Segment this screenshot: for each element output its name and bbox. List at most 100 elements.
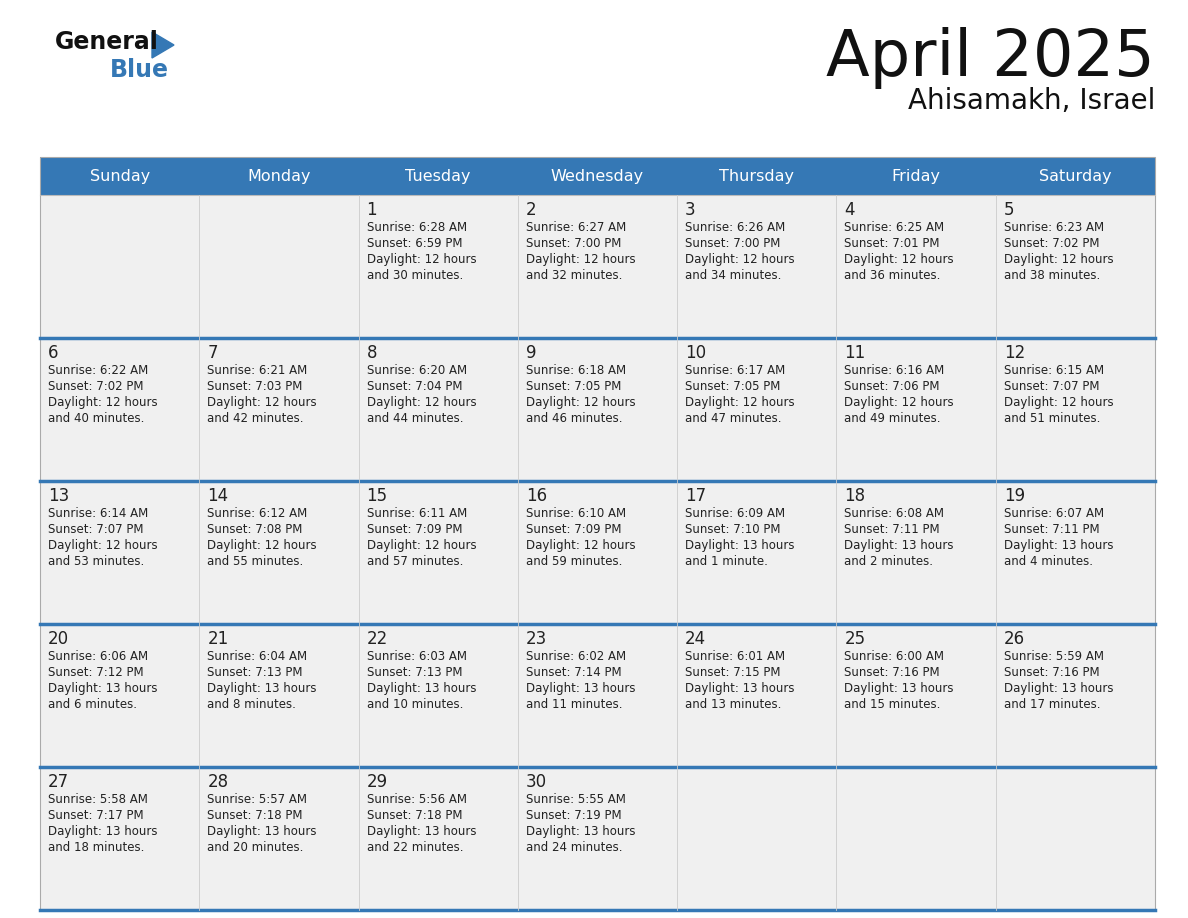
Text: Sunset: 7:10 PM: Sunset: 7:10 PM (685, 523, 781, 536)
Text: Sunset: 7:13 PM: Sunset: 7:13 PM (367, 666, 462, 679)
Text: Daylight: 12 hours: Daylight: 12 hours (1004, 253, 1113, 266)
Text: and 1 minute.: and 1 minute. (685, 555, 767, 568)
Text: Sunset: 7:18 PM: Sunset: 7:18 PM (207, 809, 303, 822)
Text: and 49 minutes.: and 49 minutes. (845, 412, 941, 425)
Bar (359, 195, 518, 338)
Text: Daylight: 12 hours: Daylight: 12 hours (207, 396, 317, 409)
Bar (677, 624, 836, 767)
Text: Sunset: 7:19 PM: Sunset: 7:19 PM (526, 809, 621, 822)
Bar (40, 157, 200, 195)
Text: 12: 12 (1004, 344, 1025, 362)
Bar (40, 767, 200, 910)
Text: Sunset: 7:00 PM: Sunset: 7:00 PM (526, 237, 621, 250)
Text: Sunrise: 6:12 AM: Sunrise: 6:12 AM (207, 507, 308, 520)
Text: 25: 25 (845, 630, 866, 648)
Text: April 2025: April 2025 (826, 27, 1155, 89)
Text: Daylight: 13 hours: Daylight: 13 hours (207, 682, 317, 695)
Text: and 10 minutes.: and 10 minutes. (367, 698, 463, 711)
Text: Sunset: 7:05 PM: Sunset: 7:05 PM (685, 380, 781, 393)
Text: 10: 10 (685, 344, 707, 362)
Text: Sunset: 7:18 PM: Sunset: 7:18 PM (367, 809, 462, 822)
Text: Sunrise: 6:11 AM: Sunrise: 6:11 AM (367, 507, 467, 520)
Text: and 13 minutes.: and 13 minutes. (685, 698, 782, 711)
Bar (40, 338, 200, 481)
Text: Blue: Blue (110, 58, 169, 82)
Bar (200, 481, 359, 624)
Text: Sunrise: 6:22 AM: Sunrise: 6:22 AM (48, 364, 148, 377)
Text: Sunset: 7:04 PM: Sunset: 7:04 PM (367, 380, 462, 393)
Text: Sunset: 7:13 PM: Sunset: 7:13 PM (207, 666, 303, 679)
Text: Wednesday: Wednesday (551, 169, 644, 184)
Text: Daylight: 12 hours: Daylight: 12 hours (207, 539, 317, 552)
Text: Sunrise: 5:59 AM: Sunrise: 5:59 AM (1004, 650, 1104, 663)
Text: Daylight: 12 hours: Daylight: 12 hours (845, 253, 954, 266)
Text: Daylight: 13 hours: Daylight: 13 hours (367, 682, 476, 695)
Text: Monday: Monday (247, 169, 311, 184)
Bar (200, 338, 359, 481)
Bar (677, 195, 836, 338)
Text: Sunset: 7:06 PM: Sunset: 7:06 PM (845, 380, 940, 393)
Bar (518, 157, 677, 195)
Text: Daylight: 12 hours: Daylight: 12 hours (48, 396, 158, 409)
Text: and 24 minutes.: and 24 minutes. (526, 841, 623, 854)
Bar (996, 624, 1155, 767)
Text: 19: 19 (1004, 487, 1025, 505)
Bar (996, 481, 1155, 624)
Text: Saturday: Saturday (1040, 169, 1112, 184)
Text: 8: 8 (367, 344, 377, 362)
Text: 11: 11 (845, 344, 866, 362)
Text: Daylight: 13 hours: Daylight: 13 hours (845, 682, 954, 695)
Bar (836, 767, 996, 910)
Bar (200, 767, 359, 910)
Text: and 46 minutes.: and 46 minutes. (526, 412, 623, 425)
Text: and 47 minutes.: and 47 minutes. (685, 412, 782, 425)
Text: 29: 29 (367, 773, 387, 791)
Text: Daylight: 13 hours: Daylight: 13 hours (207, 825, 317, 838)
Text: Daylight: 13 hours: Daylight: 13 hours (685, 682, 795, 695)
Text: Sunrise: 6:08 AM: Sunrise: 6:08 AM (845, 507, 944, 520)
Text: Daylight: 12 hours: Daylight: 12 hours (48, 539, 158, 552)
Text: 15: 15 (367, 487, 387, 505)
Text: 7: 7 (207, 344, 217, 362)
Text: and 59 minutes.: and 59 minutes. (526, 555, 623, 568)
Bar (836, 624, 996, 767)
Text: 6: 6 (48, 344, 58, 362)
Text: and 53 minutes.: and 53 minutes. (48, 555, 144, 568)
Text: Sunrise: 6:10 AM: Sunrise: 6:10 AM (526, 507, 626, 520)
Text: 1: 1 (367, 201, 378, 219)
Text: Daylight: 13 hours: Daylight: 13 hours (526, 825, 636, 838)
Text: and 11 minutes.: and 11 minutes. (526, 698, 623, 711)
Text: Daylight: 13 hours: Daylight: 13 hours (685, 539, 795, 552)
Bar (40, 481, 200, 624)
Text: Sunday: Sunday (89, 169, 150, 184)
Text: Sunrise: 6:00 AM: Sunrise: 6:00 AM (845, 650, 944, 663)
Text: Sunrise: 6:07 AM: Sunrise: 6:07 AM (1004, 507, 1104, 520)
Bar (677, 338, 836, 481)
Text: Daylight: 13 hours: Daylight: 13 hours (48, 682, 158, 695)
Text: Sunset: 7:16 PM: Sunset: 7:16 PM (845, 666, 940, 679)
Text: Sunrise: 6:25 AM: Sunrise: 6:25 AM (845, 221, 944, 234)
Text: Sunset: 7:14 PM: Sunset: 7:14 PM (526, 666, 621, 679)
Text: 27: 27 (48, 773, 69, 791)
Bar (836, 481, 996, 624)
Bar (200, 624, 359, 767)
Text: and 18 minutes.: and 18 minutes. (48, 841, 145, 854)
Polygon shape (152, 32, 173, 58)
Bar (677, 767, 836, 910)
Text: Sunset: 7:08 PM: Sunset: 7:08 PM (207, 523, 303, 536)
Text: 9: 9 (526, 344, 536, 362)
Text: 21: 21 (207, 630, 228, 648)
Text: Daylight: 12 hours: Daylight: 12 hours (526, 253, 636, 266)
Text: Daylight: 13 hours: Daylight: 13 hours (845, 539, 954, 552)
Text: Sunset: 7:01 PM: Sunset: 7:01 PM (845, 237, 940, 250)
Text: Sunset: 6:59 PM: Sunset: 6:59 PM (367, 237, 462, 250)
Text: 20: 20 (48, 630, 69, 648)
Text: Sunrise: 5:56 AM: Sunrise: 5:56 AM (367, 793, 467, 806)
Text: and 55 minutes.: and 55 minutes. (207, 555, 304, 568)
Text: Sunrise: 5:57 AM: Sunrise: 5:57 AM (207, 793, 308, 806)
Text: Sunrise: 6:26 AM: Sunrise: 6:26 AM (685, 221, 785, 234)
Text: General: General (55, 30, 159, 54)
Text: and 32 minutes.: and 32 minutes. (526, 269, 623, 282)
Text: Sunrise: 6:21 AM: Sunrise: 6:21 AM (207, 364, 308, 377)
Text: 5: 5 (1004, 201, 1015, 219)
